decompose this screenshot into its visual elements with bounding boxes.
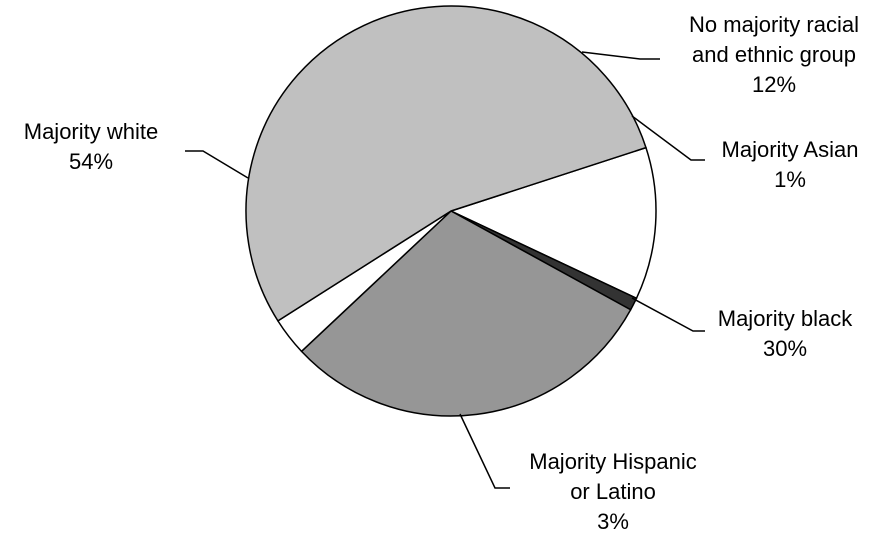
slice-label-2: Majority black 30% [718, 306, 853, 361]
slice-name-line: Majority Hispanic [529, 449, 697, 474]
pie-slice-2 [300, 210, 632, 417]
slice-name-line: Majority black [718, 306, 853, 331]
slice-label-4: Majority white 54% [24, 119, 158, 174]
pie-slices [245, 5, 657, 417]
slice-value-label: 54% [69, 149, 113, 174]
slice-value-label: 3% [597, 509, 629, 534]
leader-lines [185, 51, 705, 489]
slice-name-line: Majority Asian [722, 137, 859, 162]
pie-slice-4 [245, 5, 647, 322]
slice-labels: No majority racial and ethnic group 12% Maj… [24, 12, 859, 534]
slice-name-line: Majority white [24, 119, 158, 144]
leader-line-2 [631, 297, 705, 332]
slice-value-label: 1% [774, 167, 806, 192]
pie-slice-0 [450, 146, 657, 300]
leader-line-3 [459, 413, 510, 489]
slice-value-label: 12% [752, 72, 796, 97]
slice-label-0: No majority racial and ethnic group 12% [689, 12, 859, 97]
slice-label-3: Majority Hispanic or Latino 3% [529, 449, 697, 534]
leader-line-4 [185, 150, 249, 179]
slice-name-line: or Latino [570, 479, 656, 504]
leader-line-0 [581, 51, 660, 60]
slice-name-line: and ethnic group [692, 42, 856, 67]
slice-label-1: Majority Asian 1% [722, 137, 859, 192]
slice-value-label: 30% [763, 336, 807, 361]
slice-name-line: No majority racial [689, 12, 859, 37]
leader-line-1 [631, 115, 705, 161]
